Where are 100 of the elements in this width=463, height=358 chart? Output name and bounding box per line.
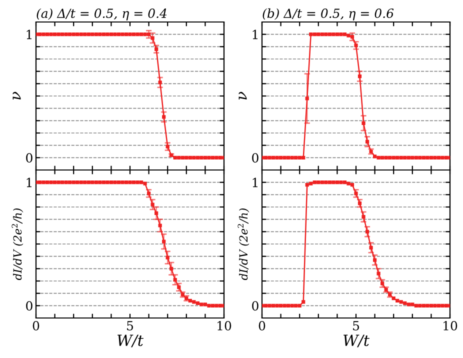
point: [158, 80, 162, 84]
x-axis-title: W/t: [344, 334, 370, 348]
x-tick-label: 0: [32, 321, 40, 330]
point: [372, 154, 377, 158]
point: [180, 156, 184, 160]
point: [332, 32, 336, 36]
point: [76, 32, 80, 36]
point: [399, 300, 403, 304]
point: [433, 156, 437, 160]
point: [68, 32, 72, 36]
point: [56, 32, 60, 36]
point: [410, 302, 414, 306]
x-tick-label: 5: [353, 321, 360, 330]
point: [45, 32, 50, 36]
point: [124, 180, 128, 184]
point: [64, 32, 68, 36]
point: [350, 182, 354, 187]
point: [200, 302, 204, 306]
point: [380, 156, 384, 160]
point: [90, 32, 94, 36]
point: [76, 180, 80, 184]
point: [271, 156, 276, 160]
point: [268, 304, 272, 308]
point: [196, 301, 200, 306]
point: [214, 304, 218, 308]
point: [113, 180, 117, 184]
point: [173, 278, 177, 282]
point: [406, 156, 410, 160]
point: [403, 301, 407, 306]
point: [302, 300, 306, 304]
chart-title: (b) Δ/t = 0.5, η = 0.6: [262, 8, 394, 20]
point: [278, 156, 283, 160]
point: [328, 180, 332, 184]
point: [158, 224, 162, 228]
x-tick-label: 10: [444, 321, 458, 330]
point: [346, 182, 350, 186]
point: [369, 246, 373, 250]
point: [342, 32, 347, 36]
point: [372, 258, 377, 262]
point: [332, 180, 336, 184]
point: [210, 304, 215, 308]
point: [113, 32, 117, 36]
y-tick-label: 1: [252, 30, 258, 40]
point: [376, 272, 380, 276]
point: [203, 156, 208, 160]
point: [335, 32, 340, 36]
point: [154, 211, 158, 215]
point: [68, 180, 72, 184]
point: [324, 32, 328, 36]
point: [320, 32, 324, 36]
point: [278, 304, 283, 308]
point: [414, 156, 418, 160]
point: [426, 156, 430, 160]
point: [362, 215, 366, 219]
point: [192, 156, 196, 160]
point: [436, 156, 441, 160]
point: [312, 180, 316, 184]
point: [173, 156, 177, 160]
point: [94, 32, 98, 36]
point: [384, 156, 388, 160]
point: [207, 304, 211, 308]
point: [342, 180, 347, 184]
point: [339, 180, 343, 184]
point: [139, 180, 144, 184]
point: [309, 182, 313, 186]
point: [143, 32, 147, 36]
point: [440, 156, 444, 160]
point: [102, 32, 106, 36]
point: [426, 304, 430, 308]
point: [98, 180, 102, 184]
point: [328, 32, 332, 36]
point: [422, 304, 426, 308]
point: [86, 180, 90, 184]
point: [56, 180, 60, 184]
point: [120, 32, 124, 36]
x-tick-label: 5: [127, 321, 134, 330]
point: [106, 32, 110, 36]
point: [132, 180, 136, 184]
point: [210, 156, 215, 160]
y-tick-label: 1: [252, 178, 258, 188]
point: [188, 298, 192, 303]
point: [305, 182, 309, 187]
x-tick-label: 0: [258, 321, 266, 330]
point: [298, 304, 302, 308]
point: [403, 156, 407, 160]
point: [45, 180, 50, 184]
point: [286, 156, 290, 160]
y-tick-label: 1: [26, 178, 32, 188]
point: [392, 296, 396, 300]
point: [346, 34, 350, 38]
y-tick-label: 1: [26, 30, 32, 40]
point: [365, 230, 370, 234]
y-tick-label: 0: [252, 301, 258, 311]
point: [282, 156, 286, 160]
chart-title: (a) Δ/t = 0.5, η = 0.4: [36, 8, 167, 20]
point: [203, 302, 208, 306]
point: [429, 156, 434, 160]
point: [312, 32, 316, 36]
point: [52, 32, 57, 36]
point: [128, 32, 132, 36]
